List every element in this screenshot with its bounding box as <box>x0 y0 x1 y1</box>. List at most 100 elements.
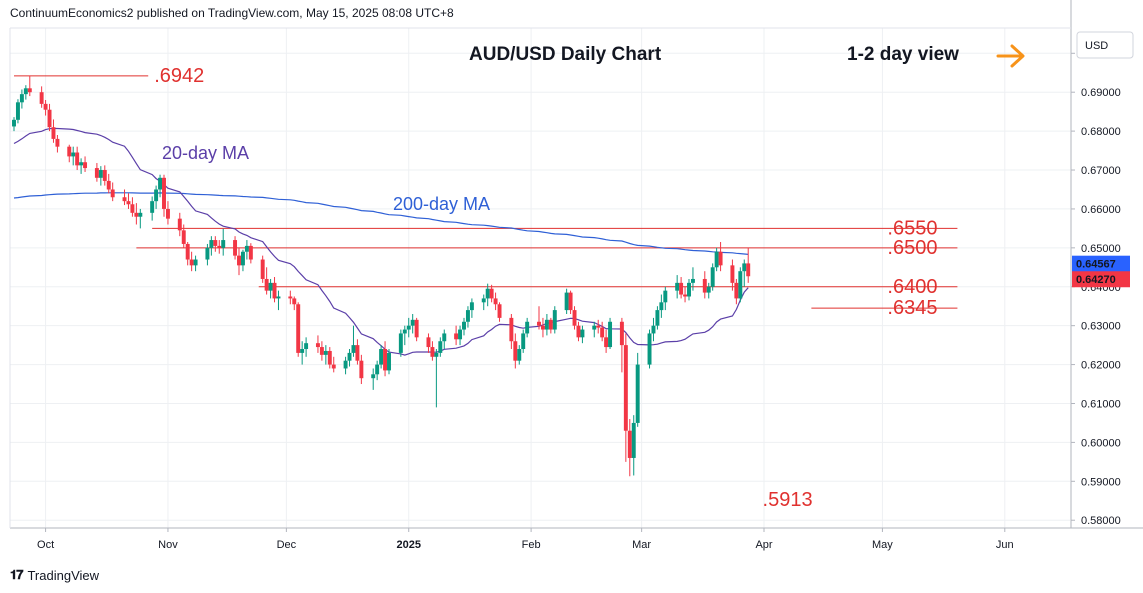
candle-body <box>454 333 459 340</box>
candle-body <box>687 282 691 297</box>
candle-body <box>331 364 336 369</box>
candle-body <box>619 321 624 346</box>
candle-body <box>521 333 526 350</box>
currency-box <box>1076 31 1134 59</box>
candle-body <box>79 162 84 166</box>
candle-body <box>548 319 553 330</box>
candle-body <box>319 347 324 355</box>
candle-body <box>264 278 269 291</box>
tradingview-logo-icon[interactable]: 𝟏𝟕 <box>10 567 24 582</box>
candle-body <box>355 345 360 361</box>
x-tick-label: May <box>872 539 893 551</box>
candle-body <box>438 341 443 353</box>
candle-body <box>177 218 182 231</box>
candle-body <box>23 88 28 95</box>
candle-body <box>710 267 715 287</box>
candle-body <box>359 360 364 379</box>
price-badge-label: 0.64270 <box>1076 274 1116 286</box>
candle-body <box>375 364 380 375</box>
candle-body <box>683 294 688 297</box>
candle-body <box>675 282 680 291</box>
footer: 𝟏𝟕 TradingView <box>10 567 99 583</box>
plot-area <box>10 28 1070 528</box>
candle-body <box>47 109 52 128</box>
level-label: .6942 <box>154 65 204 87</box>
chart-title: AUD/USD Daily Chart <box>469 44 662 65</box>
footer-brand[interactable]: TradingView <box>27 567 100 583</box>
candle-body <box>746 263 751 277</box>
candle-body <box>94 168 99 178</box>
ma200-label: 200-day MA <box>393 194 490 214</box>
chart-grid <box>10 28 1070 528</box>
y-tick-label: 0.67000 <box>1081 165 1121 177</box>
candle-body <box>659 302 664 311</box>
candle-body <box>568 292 573 311</box>
candle-body <box>237 255 241 266</box>
candle-body <box>162 177 166 209</box>
candle-body <box>635 364 640 423</box>
candle-body <box>19 94 24 103</box>
candle-body <box>462 321 466 330</box>
ma200-line <box>13 192 749 255</box>
candle-body <box>244 245 249 252</box>
candle-body <box>564 292 569 311</box>
candle-body <box>623 345 628 431</box>
price-badge <box>1072 271 1130 288</box>
candle-body <box>383 349 388 371</box>
candle-body <box>489 288 494 299</box>
candle-body <box>217 245 222 248</box>
candle-body <box>655 310 660 326</box>
candle-body <box>296 304 301 353</box>
y-tick-label: 0.65000 <box>1081 243 1121 255</box>
x-tick-label: Feb <box>522 539 541 551</box>
chart-overlay: .5913 20-day MA 200-day MA AUD/USD Daily Ch… <box>162 44 1025 511</box>
candle-body <box>12 119 16 127</box>
candle-body <box>315 343 320 348</box>
candle-body <box>288 296 293 299</box>
candle-body <box>205 247 210 260</box>
candle-body <box>651 325 656 334</box>
candle-body <box>580 329 585 338</box>
candle-body <box>458 329 463 340</box>
candle-body <box>27 88 32 93</box>
candle-body <box>221 240 226 248</box>
candle-body <box>596 325 601 328</box>
candle-body <box>690 278 695 283</box>
candle-body <box>592 325 597 330</box>
candle-body <box>481 298 486 303</box>
candle-body <box>706 286 711 293</box>
candle-body <box>343 360 348 369</box>
candle-body <box>233 240 238 256</box>
candle-body <box>537 321 541 326</box>
y-tick-label: 0.59000 <box>1081 476 1121 488</box>
y-tick-label: 0.60000 <box>1081 437 1121 449</box>
candle-body <box>414 319 419 338</box>
candle-body <box>410 319 415 326</box>
candle-body <box>734 282 739 299</box>
candle-body <box>55 138 60 147</box>
candle-body <box>714 251 719 268</box>
candle-body <box>572 310 577 326</box>
candle-body <box>248 245 253 260</box>
candle-body <box>185 243 190 260</box>
candle-body <box>110 189 115 198</box>
candle-body <box>552 310 557 330</box>
level-label: .6345 <box>887 297 937 319</box>
candle-body <box>738 271 743 299</box>
candle-body <box>442 333 447 342</box>
candle-body <box>465 310 470 322</box>
candle-body <box>67 146 72 157</box>
candle-body <box>663 290 668 303</box>
candle-body <box>15 102 20 120</box>
price-badge-label: 0.64567 <box>1076 259 1116 271</box>
candle-body <box>426 337 431 348</box>
candle-body <box>576 325 581 338</box>
low-annotation: .5913 <box>763 489 813 511</box>
candle-body <box>122 197 127 202</box>
candle-body <box>351 345 356 353</box>
candle-body <box>647 333 652 365</box>
candle-body <box>434 352 439 357</box>
candle-body <box>138 212 143 217</box>
candle-body <box>430 347 435 357</box>
